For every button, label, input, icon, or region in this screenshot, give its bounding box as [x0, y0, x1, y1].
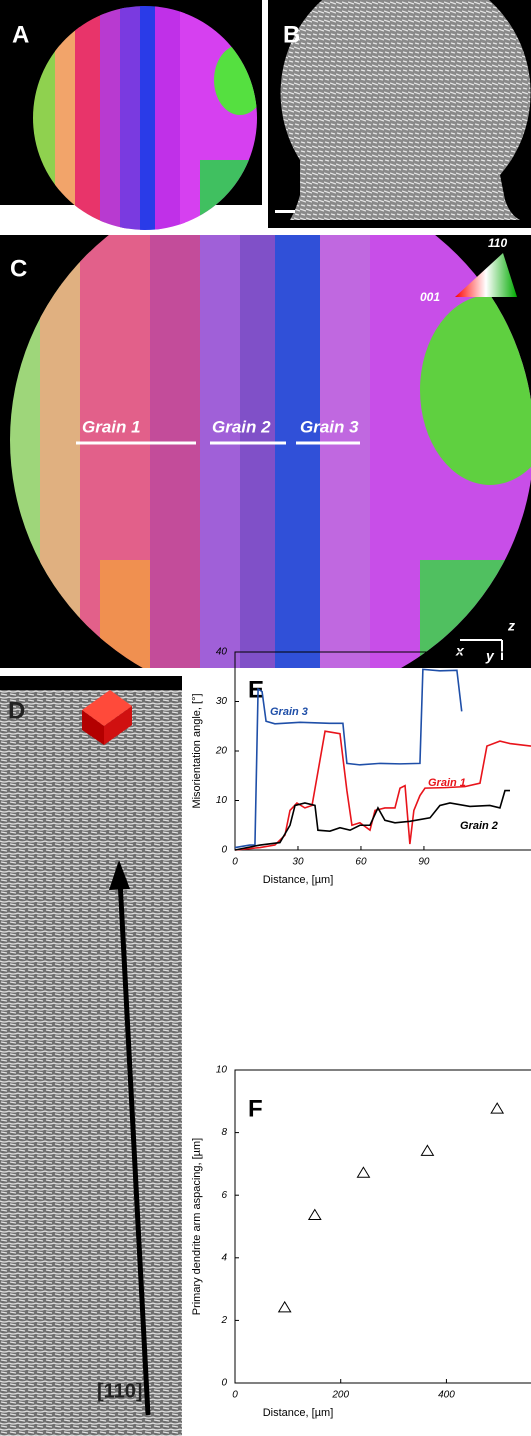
- y-axis-title: Primary dendrite arm aspacing, [µm]: [191, 1138, 203, 1316]
- y-tick-label: 0: [221, 845, 227, 856]
- colormap-label: 001: [420, 290, 440, 304]
- axis-letter: y: [485, 648, 495, 664]
- y-tick-label: 20: [215, 746, 228, 757]
- y-tick-label: 10: [216, 1065, 228, 1076]
- x-tick-label: 200: [331, 1390, 349, 1401]
- y-tick-label: 0: [221, 1378, 227, 1389]
- axis-letter: x: [455, 643, 465, 659]
- y-tick-label: 6: [221, 1190, 227, 1201]
- panel-label: C: [10, 255, 27, 282]
- grain-label: Grain 3: [300, 417, 359, 436]
- point: [309, 1210, 321, 1220]
- series-label: Grain 3: [270, 706, 308, 718]
- panel-label: D: [8, 697, 25, 724]
- panel-d-top: [0, 676, 182, 690]
- x-tick-label: 0: [232, 857, 238, 868]
- panel-label: B: [283, 21, 300, 48]
- y-tick-label: 4: [221, 1252, 227, 1263]
- y-tick-label: 8: [221, 1127, 227, 1138]
- point: [279, 1302, 291, 1312]
- point: [357, 1167, 369, 1177]
- line: [235, 669, 462, 847]
- x-tick-label: 400: [438, 1390, 455, 1401]
- series-label: Grain 1: [428, 777, 466, 789]
- series-label: Grain 2: [460, 820, 498, 832]
- point: [421, 1145, 433, 1155]
- axis-letter: z: [507, 618, 515, 634]
- direction-label: [110]: [97, 1380, 143, 1402]
- y-tick-label: 40: [216, 647, 228, 658]
- y-tick-label: 2: [220, 1315, 227, 1326]
- y-axis-title: Misorientation angle, [°]: [191, 693, 203, 808]
- grain-label: Grain 2: [212, 417, 271, 436]
- scale-bar: [275, 210, 295, 213]
- x-tick-label: 60: [355, 857, 367, 868]
- colormap-label: 110: [488, 236, 507, 250]
- x-tick-label: 0: [232, 1390, 238, 1401]
- point: [491, 1103, 503, 1113]
- x-axis-title: Distance, [µm]: [263, 1407, 334, 1419]
- figure: A B 110 001 100 Grain 1 Grain 2 Grain 3 …: [0, 0, 531, 1436]
- plot-frame: [235, 1070, 531, 1383]
- x-tick-label: 90: [418, 857, 430, 868]
- x-tick-label: 30: [292, 857, 304, 868]
- line: [235, 731, 531, 850]
- panel-label: A: [12, 21, 29, 48]
- panel-b-image: [281, 0, 531, 220]
- colormap-label: 100: [505, 300, 525, 314]
- x-axis-title: Distance, [µm]: [263, 874, 334, 886]
- grain-label: Grain 1: [82, 417, 141, 436]
- panel-d-image: [0, 676, 182, 1436]
- panel-label: E: [248, 676, 264, 703]
- panel-label: F: [248, 1095, 263, 1122]
- y-tick-label: 30: [216, 696, 228, 707]
- y-tick-label: 10: [216, 795, 228, 806]
